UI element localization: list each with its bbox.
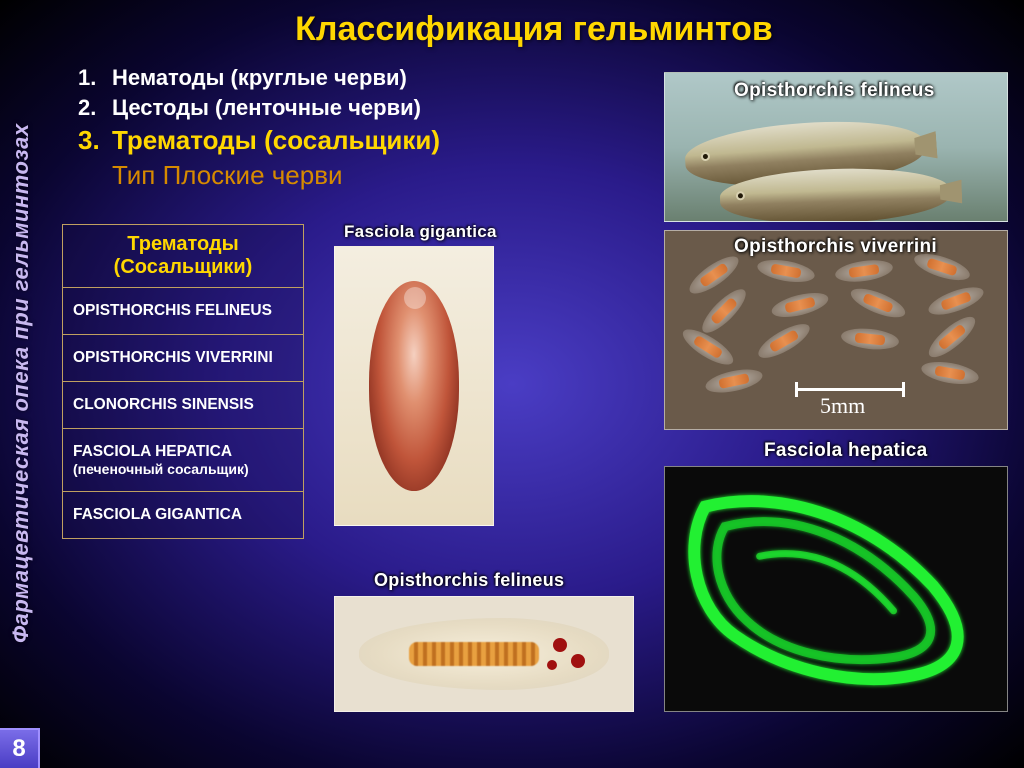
sidebar-vertical-title: Фармацевтическая опека при гельминтозах: [8, 58, 34, 708]
fluke-specimen: [840, 326, 900, 352]
image-fasciola-hepatica: [664, 466, 1008, 712]
list-item: Трематоды (сосальщики): [78, 125, 644, 156]
fluke-specimen: [834, 257, 894, 285]
table-row: CLONORCHIS SINENSIS: [63, 382, 303, 429]
fluke-specimen: [754, 318, 814, 364]
table-header-line: (Сосальщики): [114, 256, 253, 278]
image-caption-opisthorchis-felineus-specimen: Opisthorchis felineus: [374, 570, 564, 591]
fluke-specimen: [920, 358, 981, 388]
image-fasciola-gigantica: [334, 246, 494, 526]
main-content: Классификация гельминтов Нематоды (кругл…: [44, 0, 1024, 768]
fluke-specimen: [925, 282, 986, 321]
image-caption-fasciola-hepatica: Fasciola hepatica: [764, 440, 928, 462]
worm-specimen-illustration: [359, 618, 609, 690]
scale-bar: [795, 388, 905, 391]
image-opisthorchis-felineus-specimen: [334, 596, 634, 712]
list-item: Нематоды (круглые черви): [78, 65, 644, 91]
specimen-illustration: [369, 281, 459, 491]
slide-title: Классификация гельминтов: [44, 0, 1024, 65]
image-caption-opisthorchis-viverrini: Opisthorchis viverrini: [734, 236, 937, 258]
trematodes-table: Трематоды (Сосальщики) OPISTHORCHIS FELI…: [62, 224, 304, 539]
table-header: Трематоды (Сосальщики): [63, 225, 303, 288]
table-cell-sub: (печеночный сосальщик): [73, 461, 293, 477]
table-row: FASCIOLA GIGANTICA: [63, 492, 303, 538]
table-row: FASCIOLA HEPATICA (печеночный сосальщик): [63, 429, 303, 492]
image-caption-fasciola-gigantica: Fasciola gigantica: [344, 222, 497, 242]
list-item: Цестоды (ленточные черви): [78, 95, 644, 121]
table-row: OPISTHORCHIS VIVERRINI: [63, 335, 303, 382]
fluorescent-specimen-illustration: [665, 467, 1007, 711]
fluke-specimen: [756, 256, 817, 286]
image-caption-opisthorchis-felineus: Opisthorchis felineus: [734, 80, 935, 102]
fluke-specimen: [704, 365, 765, 397]
scale-label: 5mm: [820, 393, 865, 419]
fluke-specimen: [696, 283, 751, 338]
page-number-badge: 8: [0, 728, 40, 768]
fluke-specimen: [769, 288, 830, 321]
table-row: OPISTHORCHIS FELINEUS: [63, 288, 303, 335]
table-header-line: Трематоды: [127, 233, 238, 255]
fluke-specimen: [847, 283, 908, 323]
table-cell-main: FASCIOLA HEPATICA: [73, 443, 232, 460]
fluke-specimen: [923, 311, 980, 364]
image-opisthorchis-viverrini: 5mm: [664, 230, 1008, 430]
